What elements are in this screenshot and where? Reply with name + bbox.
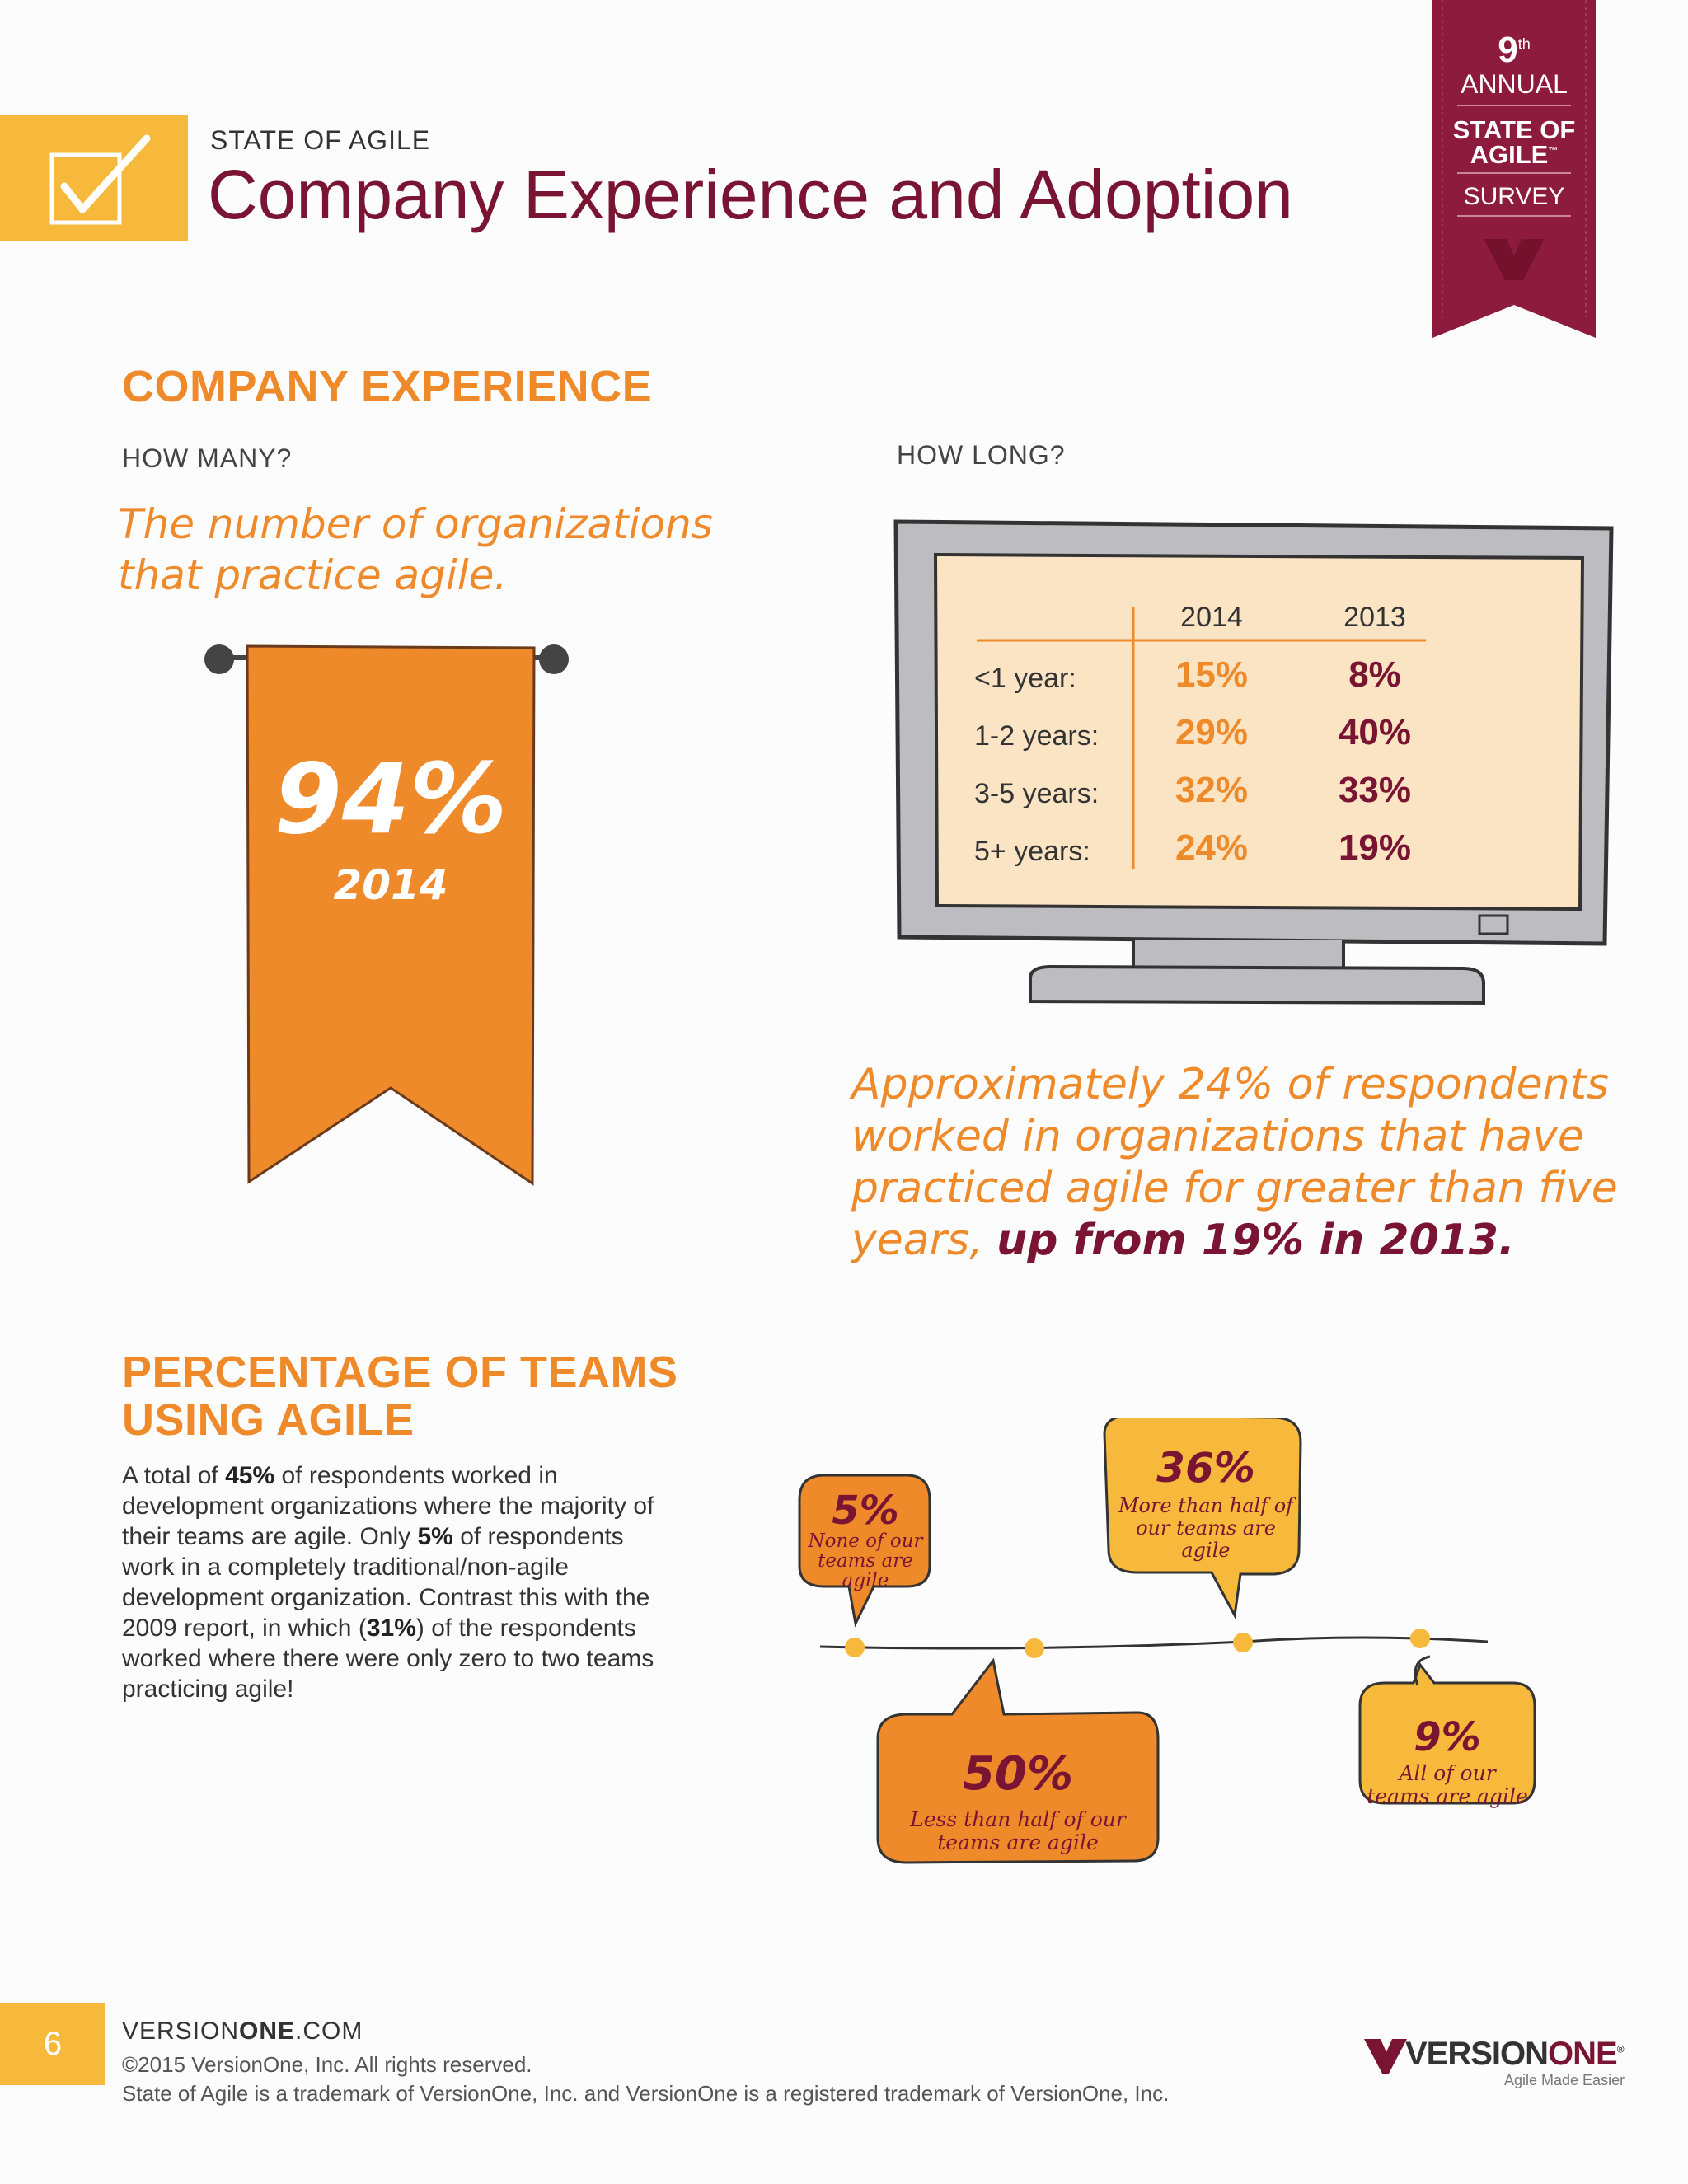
bubble-label: Less than half of our teams are agile (882, 1808, 1154, 1854)
bubble-label-line: agile (842, 1570, 889, 1591)
body-text-segment: A total of (122, 1462, 226, 1489)
timeline-dot (845, 1638, 865, 1657)
logo-tagline: Agile Made Easier (1504, 2072, 1625, 2088)
bubble-percent: 5% (832, 1488, 899, 1534)
checkmark-icon (49, 134, 151, 225)
timeline-dot (1025, 1638, 1044, 1658)
how-long-caption: Approximately 24% of respondents worked … (851, 1059, 1659, 1267)
bubble-label-line: More than half of (1118, 1494, 1294, 1517)
ribbon-number: 9 (1498, 30, 1518, 70)
bubble-9 (1358, 1661, 1536, 1805)
table-value-2014: 24% (1175, 827, 1249, 868)
ribbon-agile: AGILE (1470, 140, 1549, 169)
caption-part-1: Approximately 24% of respondents worked … (851, 1060, 1618, 1265)
body-text-segment: of respondents work in a completely trad… (122, 1523, 650, 1642)
teams-heading: PERCENTAGE OF TEAMS USING AGILE (122, 1348, 678, 1444)
quote-text: The number of organizations that practic… (118, 499, 713, 601)
ribbon-suffix: th (1517, 35, 1531, 53)
how-long-label: HOW LONG? (897, 440, 1066, 470)
bubble-36 (1103, 1418, 1302, 1619)
banner-percent: 94% (274, 742, 508, 855)
ribbon-annual: ANNUAL (1461, 69, 1568, 99)
timeline-dot (1410, 1629, 1430, 1648)
ribbon-state-of: STATE OF (1452, 115, 1576, 144)
table-value-2014: 32% (1175, 770, 1249, 810)
table-value-2013: 33% (1338, 770, 1412, 810)
bubble-5 (798, 1474, 931, 1628)
survey-ribbon (1432, 0, 1596, 338)
table-value-2014: 15% (1175, 654, 1249, 695)
table-row-label: 5+ years: (974, 836, 1090, 867)
bubble-label: All of our teams are agile (1360, 1762, 1535, 1808)
checkmark-logo-box (0, 115, 188, 241)
table-value-2014: 29% (1175, 712, 1249, 752)
teams-body-text: A total of 45% of respondents worked in … (122, 1460, 682, 1704)
bubble-label-line: Less than half of our (910, 1807, 1126, 1831)
bubble-label-line: All of our (1399, 1761, 1496, 1785)
bubble-label-line: agile (1181, 1539, 1231, 1562)
page-kicker: STATE OF AGILE (210, 125, 431, 155)
table-row-label: 1-2 years: (974, 720, 1100, 752)
teams-heading-line-1: PERCENTAGE OF TEAMS (122, 1347, 678, 1397)
bubble-percent: 9% (1414, 1714, 1481, 1760)
footer-url-part: VERSION (122, 2018, 240, 2045)
ribbon-survey: SURVEY (1463, 183, 1565, 210)
body-highlight: 45% (225, 1462, 275, 1489)
bubble-label: More than half of our teams are agile (1111, 1495, 1301, 1562)
bubble-label-line: None of our (808, 1530, 923, 1552)
bubble-50 (876, 1657, 1160, 1864)
footer-url-part: .COM (295, 2018, 363, 2045)
footer-copyright: ©2015 VersionOne, Inc. All rights reserv… (122, 2052, 532, 2077)
bubble-percent: 50% (962, 1747, 1074, 1801)
page-title: Company Experience and Adoption (208, 156, 1293, 233)
table-value-2013: 19% (1338, 827, 1412, 868)
company-experience-heading: COMPANY EXPERIENCE (122, 362, 653, 411)
quote-line-2: that practice agile. (118, 551, 508, 599)
monitor-illustration (893, 519, 1614, 1005)
table-value-2013: 40% (1338, 712, 1412, 752)
body-text-segment: of respondents worked in development org… (122, 1462, 654, 1550)
versionone-mark-icon (1484, 239, 1545, 280)
footer-url-part: ONE (239, 2018, 296, 2045)
bubble-label-line: teams are (818, 1550, 913, 1572)
logo-wordmark: VERSIONONE® (1405, 2036, 1625, 2073)
bubble-label-line: teams are agile (1367, 1784, 1528, 1808)
teams-heading-line-2: USING AGILE (122, 1395, 415, 1445)
banner-year: 2014 (333, 861, 448, 909)
body-highlight: 31% (366, 1615, 416, 1642)
bubble-label: None of our teams are agile (804, 1531, 927, 1591)
footer-url[interactable]: VERSIONONE.COM (122, 2018, 363, 2046)
how-many-label: HOW MANY? (122, 443, 293, 473)
body-text-segment: ) of the respondents worked where there … (122, 1615, 654, 1703)
table-value-2013: 8% (1348, 654, 1401, 695)
banner-flag (246, 644, 536, 1186)
timeline-dot (1233, 1633, 1253, 1652)
bubble-label-line: our teams are (1136, 1516, 1276, 1540)
table-row-label: 3-5 years: (974, 778, 1100, 809)
bubble-label-line: teams are agile (937, 1830, 1099, 1854)
versionone-logo-icon (1364, 2039, 1407, 2074)
logo-registered: ® (1616, 2043, 1625, 2055)
ribbon-tm: ™ (1548, 144, 1559, 157)
page-number: 6 (0, 2003, 106, 2085)
body-highlight: 5% (417, 1523, 453, 1550)
caption-part-2: up from 19% in 2013. (996, 1216, 1515, 1265)
teams-bubbles-graphic (798, 1418, 1536, 1864)
quote-line-1: The number of organizations (118, 500, 713, 548)
table-row-label: <1 year: (974, 663, 1076, 694)
footer-trademark: State of Agile is a trademark of Version… (122, 2081, 1170, 2106)
logo-wordmark-part: VERSION (1405, 2036, 1549, 2072)
table-header-2014: 2014 (1180, 602, 1243, 633)
table-header-2013: 2013 (1343, 602, 1406, 633)
logo-wordmark-part: ONE (1548, 2036, 1618, 2072)
bubble-percent: 36% (1156, 1444, 1255, 1492)
